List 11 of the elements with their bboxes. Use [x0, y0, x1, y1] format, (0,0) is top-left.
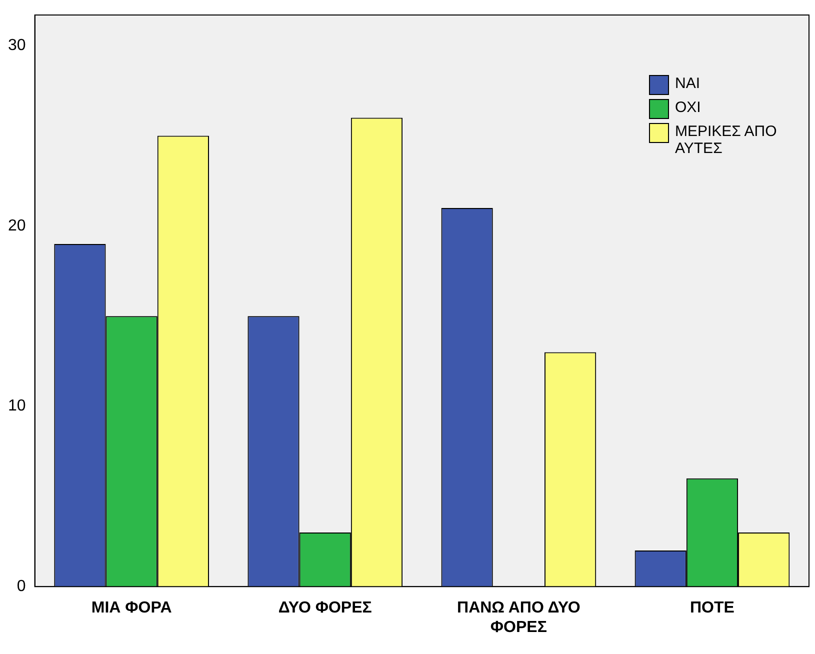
- x-tick-label: ΠΟΤΕ: [690, 600, 735, 617]
- y-tick-label: 10: [8, 398, 26, 415]
- legend-label: ΟΧΙ: [675, 99, 701, 116]
- x-tick-label: ΜΙΑ ΦΟΡΑ: [91, 600, 172, 617]
- x-tick-label: ΠΑΝΩ ΑΠΟ ΔΥΟ ΦΟΡΕΣ: [457, 600, 580, 636]
- legend-label: ΜΕΡΙΚΕΣ ΑΠΟ ΑΥΤΕΣ: [675, 123, 778, 157]
- y-tick-label: 0: [16, 578, 26, 596]
- y-tick-label: 20: [8, 217, 26, 234]
- x-tick-label: ΔΥΟ ΦΟΡΕΣ: [278, 600, 372, 617]
- y-tick-label: 30: [8, 37, 26, 54]
- legend-label: ΝΑΙ: [675, 75, 700, 92]
